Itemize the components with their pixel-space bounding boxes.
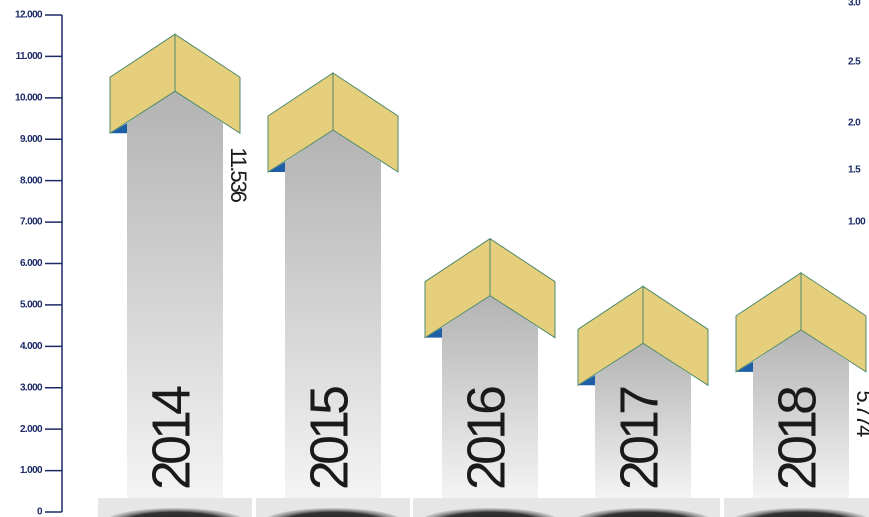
- category-label: 2016: [456, 387, 516, 490]
- y-tick-label: 1.000: [20, 465, 43, 476]
- shadow: [577, 508, 709, 517]
- arrow-head-right: [800, 271, 867, 373]
- shadow: [109, 508, 241, 517]
- y-tick-label: 3.000: [20, 382, 43, 393]
- y-tick-label: 8.000: [20, 175, 43, 186]
- arrow-shaft: [127, 91, 223, 498]
- arrow-shaft: [753, 329, 849, 498]
- y-tick-label: 9.000: [20, 134, 43, 145]
- y-tick-label: 12.000: [15, 10, 43, 21]
- value-label: 11.536: [226, 147, 251, 202]
- right-axis-label: 1.5: [848, 165, 861, 176]
- arrow: 2018 5.774: [735, 271, 869, 498]
- arrow-shaft: [595, 343, 691, 498]
- category-label: 2018: [767, 387, 827, 490]
- arrow-shaft: [442, 295, 538, 498]
- y-tick-label: 0: [37, 507, 43, 517]
- right-axis-label: 1.00: [848, 217, 866, 228]
- y-tick-label: 7.000: [20, 217, 43, 228]
- shadow: [735, 508, 867, 517]
- category-label: 2017: [609, 387, 669, 490]
- y-tick-label: 5.000: [20, 300, 43, 311]
- arrow: 2014 11.536: [109, 33, 251, 498]
- y-tick-label: 11.000: [16, 51, 43, 62]
- arrow: 2016: [424, 237, 556, 498]
- arrow: 2017: [577, 285, 709, 498]
- arrow-shaft: [285, 129, 381, 498]
- category-label: 2015: [299, 387, 359, 490]
- right-axis-label: 2.5: [848, 57, 861, 68]
- arrow-head-right: [174, 33, 241, 135]
- right-axis-label: 3.0: [848, 0, 861, 9]
- value-label: 5.774: [852, 390, 869, 437]
- arrow-head-right: [642, 285, 709, 387]
- shadow: [424, 508, 556, 517]
- category-label: 2014: [141, 386, 201, 490]
- shadow: [267, 508, 399, 517]
- y-tick-label: 4.000: [20, 341, 43, 352]
- arrow: 2015: [267, 72, 399, 498]
- right-axis-label: 2.0: [848, 118, 861, 129]
- y-tick-label: 2.000: [20, 424, 43, 435]
- y-tick-label: 10.000: [15, 92, 43, 103]
- arrow-head-right: [489, 237, 556, 339]
- y-tick-label: 6.000: [20, 258, 43, 269]
- arrow-head-right: [332, 72, 399, 173]
